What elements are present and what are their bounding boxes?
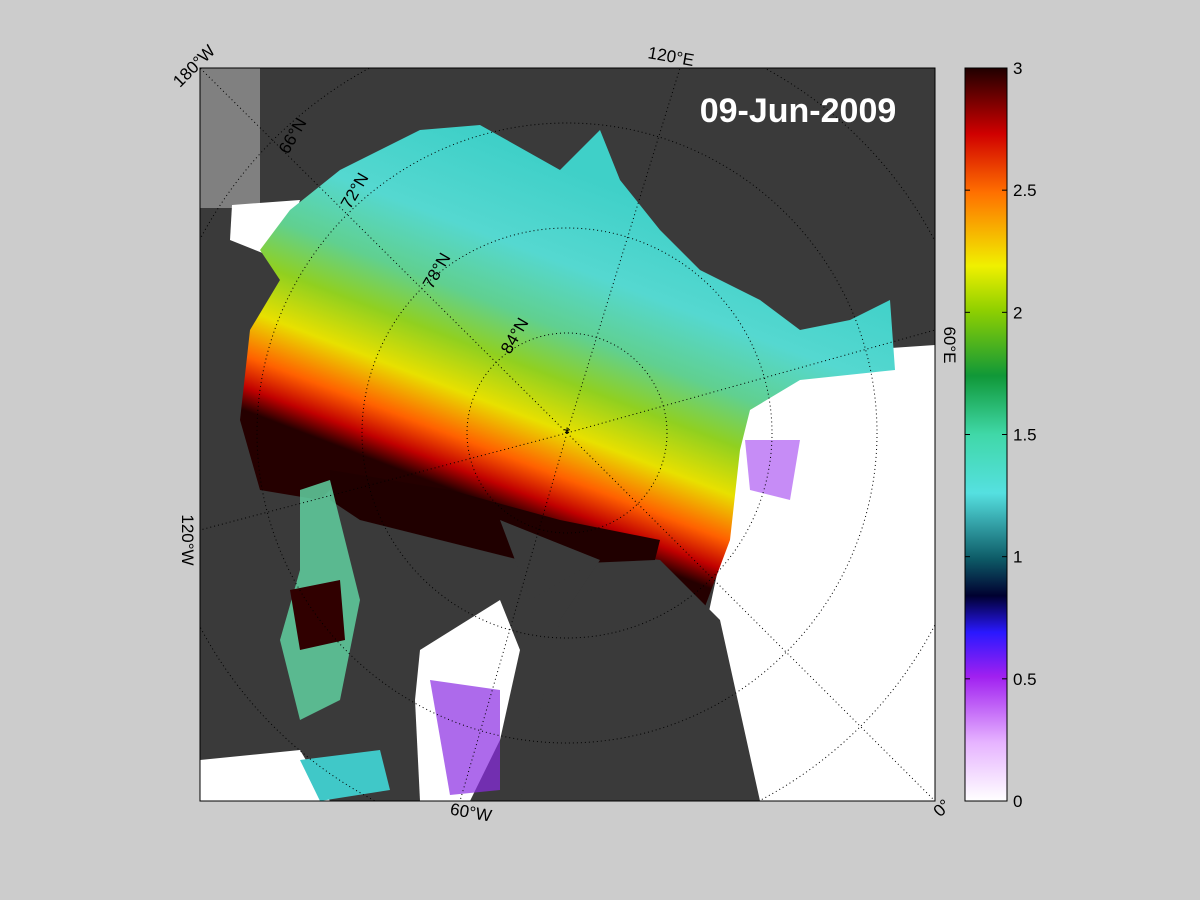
colorbar-tick-label: 1 bbox=[1013, 548, 1022, 567]
thick-ice bbox=[330, 470, 660, 565]
pole-marker: * bbox=[564, 424, 571, 443]
colorbar bbox=[964, 67, 1008, 802]
archipelago-ice bbox=[290, 580, 345, 650]
colorbar-tick-label: 1.5 bbox=[1013, 426, 1037, 445]
colorbar-tick-label: 0.5 bbox=[1013, 670, 1037, 689]
map-frame bbox=[199, 67, 936, 802]
longitude-label: 60°W bbox=[449, 800, 493, 826]
longitude-label: 120°W bbox=[178, 514, 197, 565]
longitude-label: 60°E bbox=[940, 326, 959, 363]
graticule bbox=[200, 68, 935, 801]
colorbar-tick-label: 0 bbox=[1013, 792, 1022, 811]
colorbar-tick-label: 2 bbox=[1013, 303, 1022, 322]
longitude-label: 120°E bbox=[646, 43, 695, 70]
colorbar-tick-label: 3 bbox=[1013, 59, 1022, 78]
greenland bbox=[500, 520, 760, 801]
colorbar-tick-label: 2.5 bbox=[1013, 181, 1037, 200]
sea-ice bbox=[240, 125, 895, 720]
out-of-domain bbox=[200, 68, 260, 208]
open-water bbox=[200, 750, 330, 801]
map-area: * 66°N 72°N 78°N 84°N 09-Jun-2009 bbox=[200, 68, 935, 801]
thin-ice bbox=[745, 440, 800, 500]
thin-ice bbox=[430, 680, 500, 795]
date-label: 09-Jun-2009 bbox=[700, 92, 897, 130]
archipelago-ice bbox=[300, 750, 390, 801]
